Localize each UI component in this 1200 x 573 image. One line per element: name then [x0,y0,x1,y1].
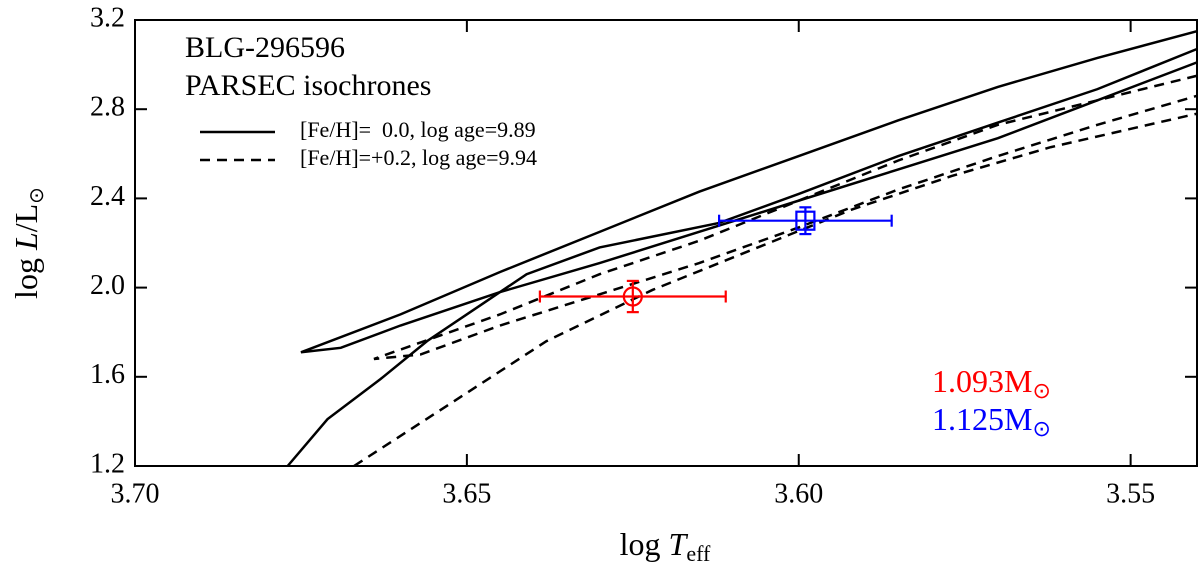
y-tick-label: 2.4 [90,181,125,212]
y-axis-label: log L/L⊙ [8,187,47,299]
plot-frame [134,19,1198,467]
mass-annotation: 1.093M⊙ [932,363,1051,403]
chart-title: BLG-296596 [185,31,345,64]
x-axis-label: log Teff [620,526,711,566]
legend-label: [Fe/H]= 0.0, log age=9.89 [300,117,536,142]
mass-annotation-part: 1.125M [932,401,1032,437]
y-tick-label: 2.0 [90,270,125,301]
mass-annotation: 1.125M⊙ [932,401,1051,441]
y-label-part: L [8,232,44,251]
y-tick-label: 1.6 [90,359,125,390]
y-label-part: ⊙ [26,187,48,204]
data-point [622,286,643,307]
x-tick-label: 3.60 [774,478,823,509]
y-tick-label: 3.2 [90,2,125,33]
isochrone-line [373,74,1198,361]
x-tick-label: 3.65 [442,478,491,509]
mass-annotation-part: ⊙ [1032,378,1050,403]
legend-label: [Fe/H]=+0.2, log age=9.94 [300,145,537,170]
x-label-part: eff [686,541,711,566]
y-tick-label: 1.2 [90,448,125,479]
x-tick-label: 3.70 [111,478,160,509]
x-label-part: T [669,526,689,562]
x-label-part: log [620,526,669,562]
y-tick-label: 2.8 [90,92,125,123]
mass-annotation-part: ⊙ [1032,416,1050,441]
isochrone-line [286,47,1198,467]
y-label-part: log [8,250,44,299]
y-label-part: /L [8,204,44,232]
isochrone-line [353,112,1198,468]
chart-subtitle: PARSEC isochrones [185,69,431,102]
x-tick-label: 3.55 [1106,478,1155,509]
data-point [795,210,816,231]
mass-annotation-part: 1.093M [932,363,1032,399]
isochrone-line [300,29,1198,354]
